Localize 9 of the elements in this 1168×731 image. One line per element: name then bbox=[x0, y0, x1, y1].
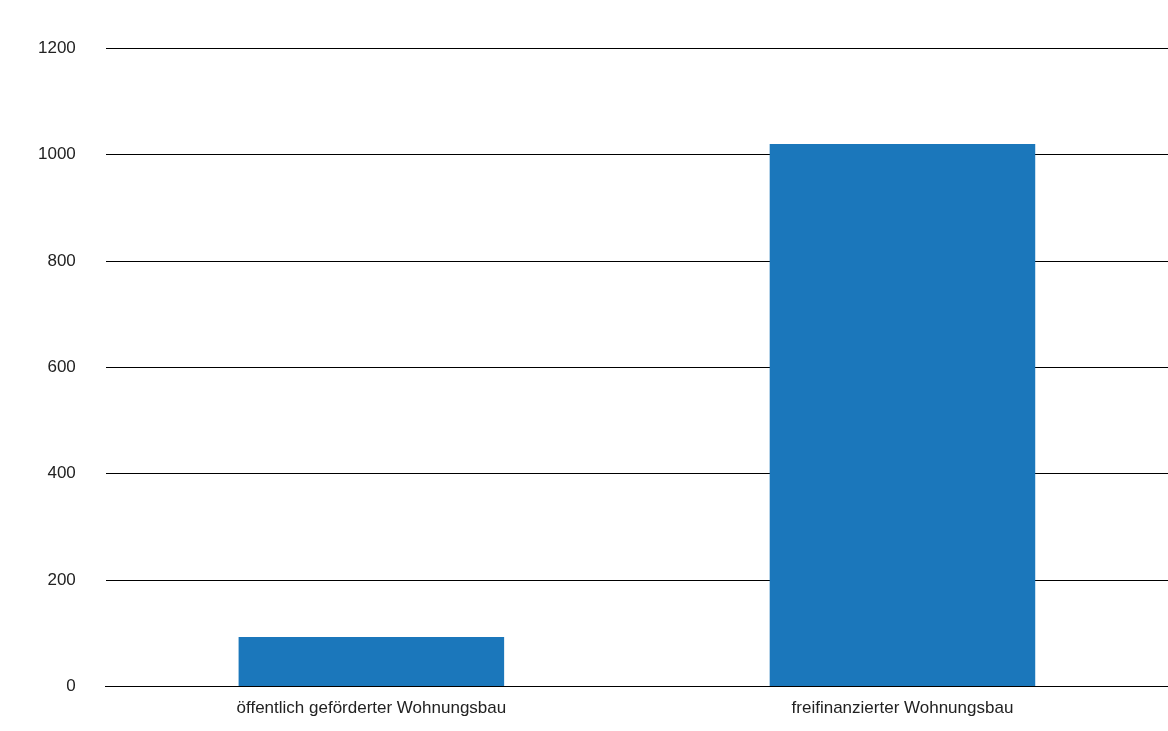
y-tick-label: 400 bbox=[47, 463, 76, 483]
y-tick-label: 600 bbox=[47, 357, 76, 377]
y-tick-label: 1000 bbox=[37, 144, 76, 164]
y-tick-label: 200 bbox=[47, 569, 76, 589]
y-tick-label: 0 bbox=[66, 676, 76, 696]
y-tick-label: 800 bbox=[47, 250, 76, 270]
x-tick-label: freifinanzierter Wohnungsbau bbox=[791, 698, 1014, 718]
y-tick-label: 1200 bbox=[37, 37, 76, 57]
x-tick-label: öffentlich geförderter Wohnungsbau bbox=[236, 698, 507, 718]
